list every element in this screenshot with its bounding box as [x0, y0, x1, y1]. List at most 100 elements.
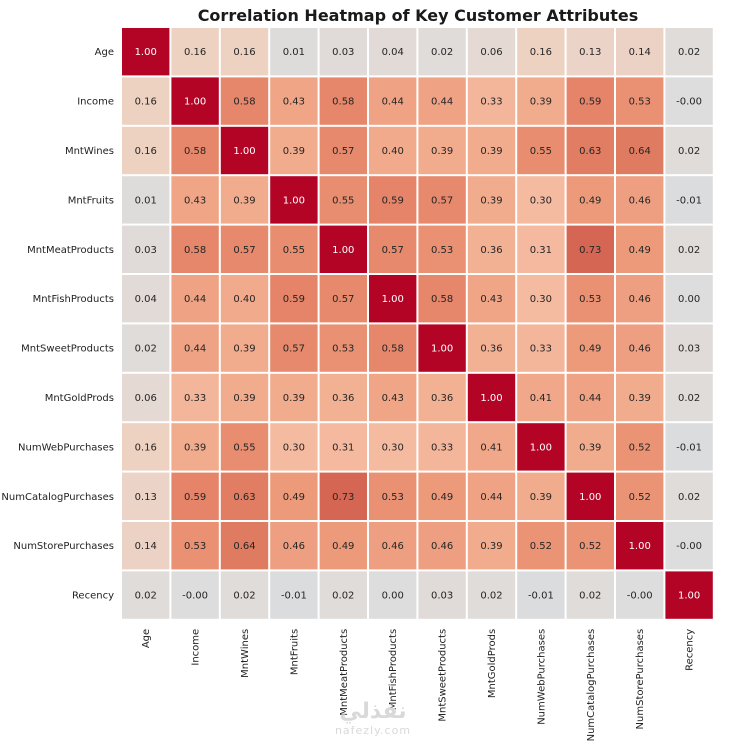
cell-value-label: 0.03	[431, 591, 453, 602]
cell-value-label: 0.44	[431, 97, 453, 108]
cell-value-label: 0.39	[233, 195, 255, 206]
cell-value-label: 0.02	[233, 591, 255, 602]
x-tick-label-MntWines: MntWines	[240, 629, 251, 678]
cell-value-label: 0.03	[135, 245, 157, 256]
cell-value-label: 0.57	[431, 195, 453, 206]
chart-title: Correlation Heatmap of Key Customer Attr…	[198, 6, 639, 25]
cell-value-label: 0.03	[332, 47, 354, 58]
heatmap-cell-NumWebPurchases-MntFishProducts	[369, 423, 417, 471]
heatmap-cell-MntMeatProducts-MntFishProducts	[369, 225, 417, 273]
heatmap-cell-NumCatalogPurchases-MntFruits	[270, 472, 318, 520]
heatmap-cell-NumStorePurchases-Age	[122, 522, 170, 570]
heatmap-cell-MntWines-MntMeatProducts	[319, 126, 367, 175]
heatmap-cell-MntFishProducts-MntSweetProducts	[418, 275, 466, 323]
cell-value-label: 0.02	[579, 591, 601, 602]
heatmap-cell-Age-Recency	[665, 28, 713, 76]
cell-value-label: 0.64	[233, 541, 255, 552]
heatmap-cell-Income-NumStorePurchases	[616, 77, 664, 125]
cell-value-label: 0.58	[184, 146, 206, 157]
cell-value-label: 0.58	[332, 97, 354, 108]
heatmap-cell-MntMeatProducts-MntGoldProds	[467, 225, 516, 273]
heatmap-cell-MntGoldProds-NumCatalogPurchases	[566, 373, 614, 422]
cell-value-label: 0.44	[579, 393, 601, 404]
cell-value-label: 0.06	[135, 393, 157, 404]
cell-value-label: 0.73	[332, 492, 354, 503]
cell-value-label: 0.01	[283, 47, 305, 58]
heatmap-cell-NumCatalogPurchases-MntMeatProducts	[319, 472, 367, 520]
heatmap-cell-NumStorePurchases-Income	[171, 522, 219, 570]
cell-value-label: 0.31	[332, 442, 354, 453]
cell-value-label: 0.13	[135, 492, 157, 503]
heatmap-cell-MntFruits-Recency	[665, 176, 713, 224]
cell-value-label: 0.49	[332, 541, 354, 552]
heatmap-cell-NumCatalogPurchases-Income	[171, 472, 219, 520]
heatmap-cell-Age-MntGoldProds	[467, 28, 516, 76]
heatmap-cell-MntWines-NumWebPurchases	[517, 126, 565, 175]
cell-value-label: 0.43	[283, 97, 305, 108]
cell-value-label: -0.00	[676, 541, 702, 552]
cell-value-label: 0.36	[480, 245, 502, 256]
heatmap-cell-MntMeatProducts-NumStorePurchases	[616, 225, 664, 273]
heatmap-cell-MntWines-NumCatalogPurchases	[566, 126, 614, 175]
heatmap-cell-Age-NumWebPurchases	[517, 28, 565, 76]
y-tick-label-Recency: Recency	[72, 591, 114, 602]
cell-value-label: 1.00	[480, 393, 502, 404]
heatmap-cell-NumWebPurchases-NumCatalogPurchases	[566, 423, 614, 471]
heatmap-cell-Recency-Income	[171, 571, 219, 619]
cell-value-label: 0.06	[480, 47, 502, 58]
cell-value-label: 0.36	[480, 344, 502, 355]
heatmap-cell-NumCatalogPurchases-NumWebPurchases	[517, 472, 565, 520]
cell-value-label: 1.00	[530, 442, 552, 453]
x-tick-label-MntMeatProducts: MntMeatProducts	[339, 629, 350, 716]
heatmap-cell-MntFruits-MntFruits	[270, 176, 318, 224]
cell-value-label: 1.00	[233, 146, 255, 157]
heatmap-cell-MntFishProducts-NumStorePurchases	[616, 275, 664, 323]
y-tick-label-MntGoldProds: MntGoldProds	[45, 393, 114, 404]
heatmap-cell-NumWebPurchases-MntSweetProducts	[418, 423, 466, 471]
heatmap-cell-Recency-NumWebPurchases	[517, 571, 565, 619]
heatmap-cell-MntFruits-NumCatalogPurchases	[566, 176, 614, 224]
cell-value-label: 0.43	[382, 393, 404, 404]
cell-value-label: -0.01	[676, 442, 702, 453]
watermark-arabic-text: نفذلي	[339, 699, 407, 724]
heatmap-cell-NumWebPurchases-Recency	[665, 423, 713, 471]
x-tick-label-NumWebPurchases: NumWebPurchases	[536, 629, 547, 725]
cell-value-label: -0.01	[676, 195, 702, 206]
heatmap-cell-MntFruits-MntMeatProducts	[319, 176, 367, 224]
heatmap-cell-NumCatalogPurchases-Age	[122, 472, 170, 520]
heatmap-cell-MntMeatProducts-MntFruits	[270, 225, 318, 273]
cell-value-label: 0.41	[530, 393, 552, 404]
y-tick-labels: Age Income MntWines MntFruits MntMeatProduct…	[1, 47, 114, 601]
x-tick-label-Income: Income	[191, 629, 202, 666]
cell-value-label: 0.58	[382, 344, 404, 355]
cell-value-label: 0.39	[233, 393, 255, 404]
heatmap-cell-NumCatalogPurchases-MntGoldProds	[467, 472, 516, 520]
cell-value-label: 0.64	[629, 146, 651, 157]
heatmap-cell-MntGoldProds-NumWebPurchases	[517, 373, 565, 422]
cell-value-label: 0.39	[629, 393, 651, 404]
x-tick-label-NumCatalogPurchases: NumCatalogPurchases	[586, 629, 597, 742]
cell-value-label: 0.16	[233, 47, 255, 58]
x-tick-label-Recency: Recency	[685, 629, 696, 671]
heatmap-cell-NumStorePurchases-NumCatalogPurchases	[566, 522, 614, 570]
heatmap-cell-Recency-MntMeatProducts	[319, 571, 367, 619]
heatmap-cells	[122, 28, 713, 619]
y-tick-label-Age: Age	[95, 47, 114, 58]
heatmap-cell-Age-Income	[171, 28, 219, 76]
heatmap-cell-Recency-NumStorePurchases	[616, 571, 664, 619]
heatmap-cell-MntFruits-NumStorePurchases	[616, 176, 664, 224]
cell-value-label: 1.00	[283, 195, 305, 206]
heatmap-cell-MntMeatProducts-Income	[171, 225, 219, 273]
heatmap-cell-Income-NumWebPurchases	[517, 77, 565, 125]
watermark: نفذلي nafezly.com	[318, 700, 428, 738]
heatmap-cell-MntSweetProducts-MntSweetProducts	[418, 324, 466, 372]
heatmap-cell-values: 1.00 0.16 0.16 0.01 0.03 0.04 0.02 0.06 0.16 0.13…	[135, 47, 702, 601]
cell-value-label: 0.16	[135, 442, 157, 453]
y-tick-label-MntMeatProducts: MntMeatProducts	[27, 245, 114, 256]
x-tick-labels: Age Income MntWines MntFruits MntMeatProduct…	[141, 629, 695, 742]
cell-value-label: 0.49	[431, 492, 453, 503]
cell-value-label: 0.57	[332, 146, 354, 157]
heatmap-cell-NumStorePurchases-MntSweetProducts	[418, 522, 466, 570]
heatmap-cell-MntGoldProds-NumStorePurchases	[616, 373, 664, 422]
heatmap-cell-MntFishProducts-MntMeatProducts	[319, 275, 367, 323]
